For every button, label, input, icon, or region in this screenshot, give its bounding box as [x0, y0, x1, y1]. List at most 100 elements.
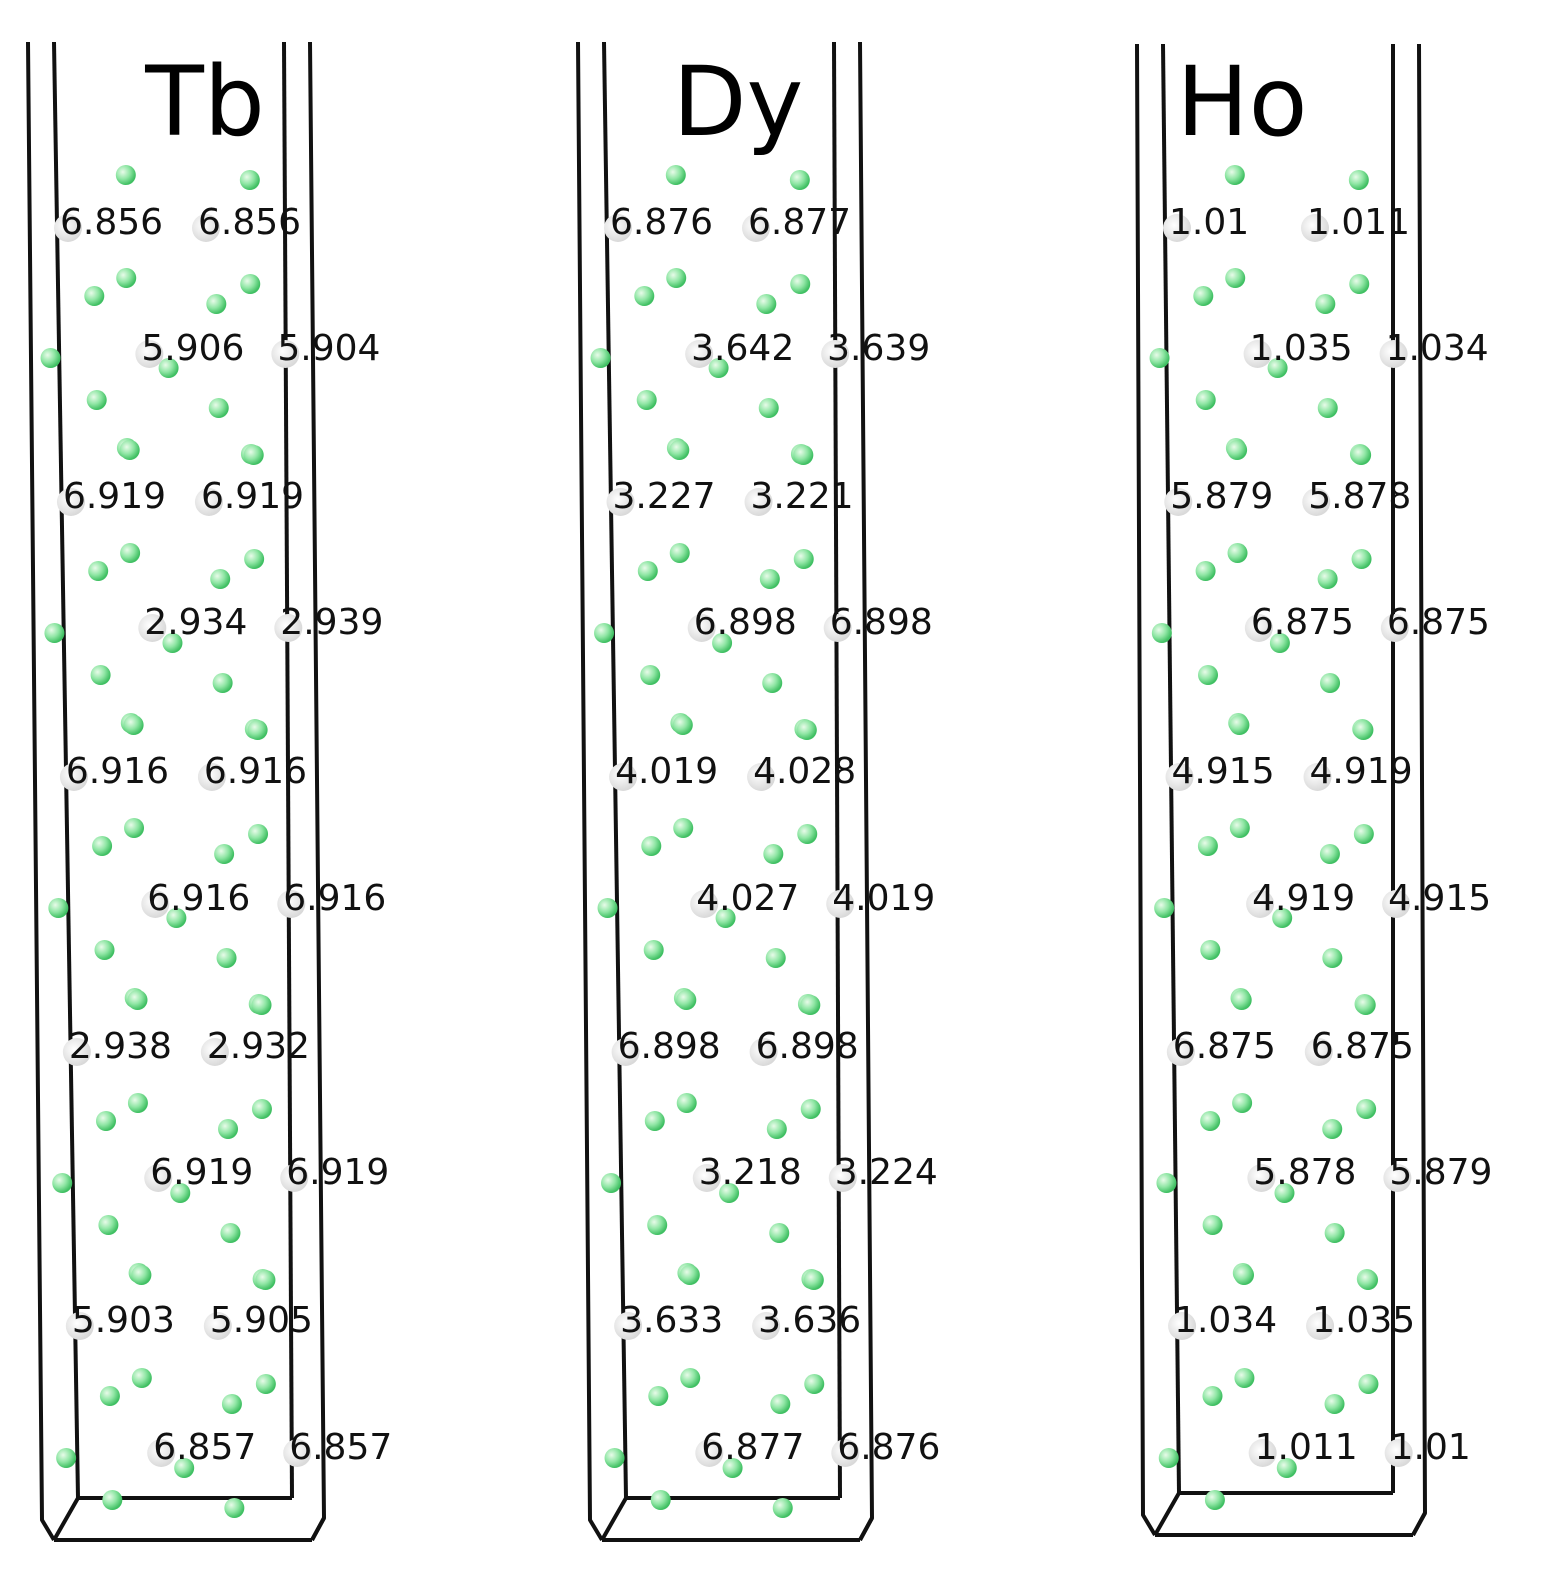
panel-dy: Dy 6.876 6.877 3.642 3.639 3.227 3.221 6.898 6.8…	[576, 41, 940, 1542]
atom	[650, 1490, 671, 1510]
atom	[673, 818, 694, 838]
moment-value: 2.932	[207, 1026, 310, 1067]
atom	[756, 294, 777, 314]
host-atom	[1163, 214, 1191, 242]
atom	[1315, 294, 1336, 314]
host-atom	[831, 1439, 860, 1467]
atom	[719, 1183, 740, 1203]
atom	[1149, 348, 1170, 368]
atom	[94, 940, 115, 960]
atom	[594, 623, 615, 643]
host-atom	[687, 614, 716, 642]
atom	[244, 549, 265, 569]
moment-value: 4.919	[1252, 878, 1355, 919]
atom	[1151, 623, 1172, 643]
atom	[1317, 569, 1338, 589]
moment-value: 1.035	[1250, 328, 1353, 369]
host-atom	[826, 890, 855, 918]
host-atom	[1168, 1312, 1197, 1340]
host-atom	[1243, 340, 1272, 368]
host-atom	[744, 488, 773, 516]
host-atom	[747, 763, 776, 791]
atom	[803, 1270, 824, 1290]
atom	[766, 1119, 787, 1139]
atom	[644, 1111, 665, 1131]
atom	[248, 824, 269, 844]
host-atom	[604, 214, 632, 242]
atom	[119, 440, 140, 460]
atom	[99, 1386, 120, 1406]
moment-value: 6.857	[289, 1427, 392, 1468]
host-atom	[821, 340, 850, 368]
host-atom	[274, 614, 303, 642]
host-atom	[62, 1038, 91, 1066]
atom	[1324, 1394, 1345, 1414]
host-atom	[828, 1164, 857, 1192]
host-atom	[606, 488, 635, 516]
panel-tb: Tb 6.856 6.856 5.906 5.904 6.919 6.919 2.934 2.9…	[26, 41, 392, 1542]
moment-value: 6.898	[694, 602, 797, 643]
atom	[793, 445, 814, 465]
host-atom	[1384, 1439, 1413, 1467]
atom	[116, 268, 137, 288]
moment-value: 2.939	[280, 602, 383, 643]
atom	[255, 1270, 276, 1290]
atom	[1197, 836, 1218, 856]
atom	[1229, 818, 1250, 838]
atom	[1353, 720, 1374, 740]
atom	[124, 818, 145, 838]
atom	[772, 1498, 793, 1518]
supercell-frame	[26, 41, 326, 1542]
host-atom	[144, 1164, 173, 1192]
moment-value: 4.915	[1388, 878, 1491, 919]
moment-value: 6.919	[286, 1152, 389, 1193]
host-atom	[1380, 614, 1409, 642]
host-atom	[135, 340, 164, 368]
moment-value: 5.903	[72, 1300, 175, 1341]
moment-value: 6.856	[60, 202, 163, 243]
frame-right-inner	[282, 41, 294, 1499]
atom	[715, 908, 736, 928]
atom	[206, 294, 227, 314]
atom-lattice	[1149, 165, 1379, 1510]
panel-title: Ho	[1177, 46, 1308, 158]
frame-bottom	[600, 1496, 874, 1542]
atom	[52, 1173, 73, 1193]
host-atom	[690, 890, 719, 918]
atom	[679, 1265, 700, 1285]
atom	[1322, 1119, 1343, 1139]
atom	[1353, 824, 1374, 844]
atom	[647, 1215, 668, 1235]
moment-value: 5.906	[141, 328, 244, 369]
moment-value: 2.934	[144, 602, 247, 643]
atom	[676, 990, 697, 1010]
host-atom	[823, 614, 852, 642]
host-atom	[611, 1038, 640, 1066]
atom	[1224, 165, 1245, 185]
moment-value: 6.877	[748, 202, 851, 243]
moment-value: 3.636	[758, 1300, 861, 1341]
moment-value: 5.905	[210, 1300, 313, 1341]
host-atom	[200, 1038, 229, 1066]
atom-lattice	[40, 165, 276, 1518]
host-atom	[65, 1312, 94, 1340]
atom	[1351, 445, 1372, 465]
moment-value: 1.011	[1255, 1427, 1358, 1468]
moment-value: 4.027	[696, 878, 799, 919]
panel-ho: Ho 1.01 1.011 1.035 1.034 5.879 5.878 6.875 6.87…	[1135, 43, 1492, 1537]
atom	[1358, 1374, 1379, 1394]
atom	[601, 1173, 622, 1193]
atom	[708, 358, 729, 378]
frame-left-outer	[576, 41, 604, 1542]
atom	[218, 1119, 239, 1139]
host-atom	[1303, 763, 1332, 791]
atom	[597, 898, 618, 918]
host-atom	[609, 763, 638, 791]
moment-value: 1.035	[1312, 1300, 1415, 1341]
host-atom	[1246, 890, 1275, 918]
atom	[224, 1498, 245, 1518]
host-atom	[1244, 614, 1273, 642]
moment-value: 6.877	[701, 1427, 804, 1468]
atom	[800, 1099, 821, 1119]
atom	[56, 1448, 77, 1468]
